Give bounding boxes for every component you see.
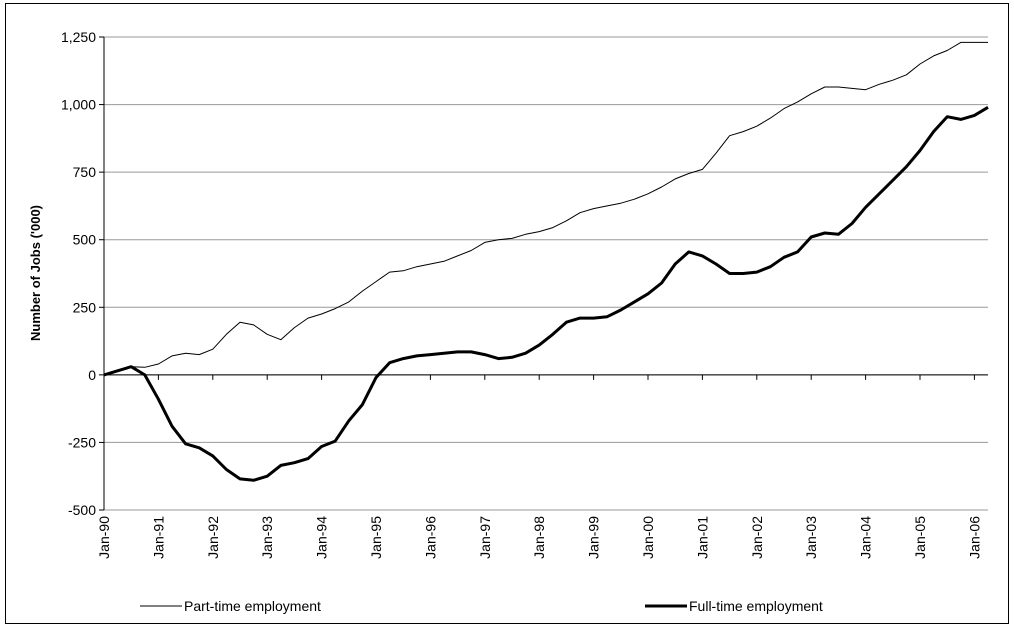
x-tick-label: Jan-04	[858, 516, 874, 559]
x-tick-label: Jan-93	[259, 516, 275, 559]
x-tick-label: Jan-01	[694, 516, 710, 559]
legend-label: Part-time employment	[184, 598, 321, 614]
y-tick-label: -500	[68, 502, 96, 518]
x-tick-label: Jan-98	[531, 516, 547, 559]
y-tick-label: -250	[68, 434, 96, 450]
x-tick-label: Jan-97	[477, 516, 493, 559]
x-tick-label: Jan-96	[422, 516, 438, 559]
x-tick-label: Jan-05	[912, 516, 928, 559]
x-tick-label: Jan-92	[205, 516, 221, 559]
x-tick-label: Jan-02	[749, 516, 765, 559]
x-tick-label: Jan-03	[803, 516, 819, 559]
y-tick-label: 750	[73, 164, 97, 180]
legend-label: Full-time employment	[689, 598, 823, 614]
series-line	[103, 106, 989, 482]
y-tick-label: 0	[88, 367, 96, 383]
x-tick-label: Jan-95	[368, 516, 384, 559]
chart-frame	[5, 3, 1009, 624]
x-tick-label: Jan-90	[96, 516, 112, 559]
x-tick-label: Jan-06	[966, 516, 982, 559]
y-tick-label: 1,000	[61, 97, 96, 113]
y-tick-label: 500	[73, 232, 97, 248]
y-tick-label: 1,250	[61, 29, 96, 45]
x-tick-label: Jan-99	[586, 516, 602, 559]
x-tick-label: Jan-00	[640, 516, 656, 559]
x-tick-label: Jan-94	[314, 516, 330, 559]
y-tick-label: 250	[73, 299, 97, 315]
x-tick-label: Jan-91	[150, 516, 166, 559]
y-axis-label: Number of Jobs ('000)	[28, 205, 43, 341]
series-line	[103, 41, 988, 376]
